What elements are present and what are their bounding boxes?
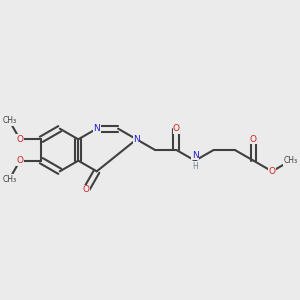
- Text: CH₃: CH₃: [284, 156, 298, 165]
- Text: N: N: [93, 124, 100, 133]
- Text: O: O: [250, 135, 257, 144]
- Text: O: O: [16, 156, 23, 165]
- Text: N: N: [192, 151, 198, 160]
- Text: O: O: [268, 167, 275, 176]
- Text: CH₃: CH₃: [2, 175, 16, 184]
- Text: O: O: [173, 124, 180, 133]
- Text: CH₃: CH₃: [2, 116, 16, 125]
- Text: N: N: [133, 135, 140, 144]
- Text: O: O: [16, 135, 23, 144]
- Text: O: O: [82, 185, 90, 194]
- Text: H: H: [192, 161, 198, 170]
